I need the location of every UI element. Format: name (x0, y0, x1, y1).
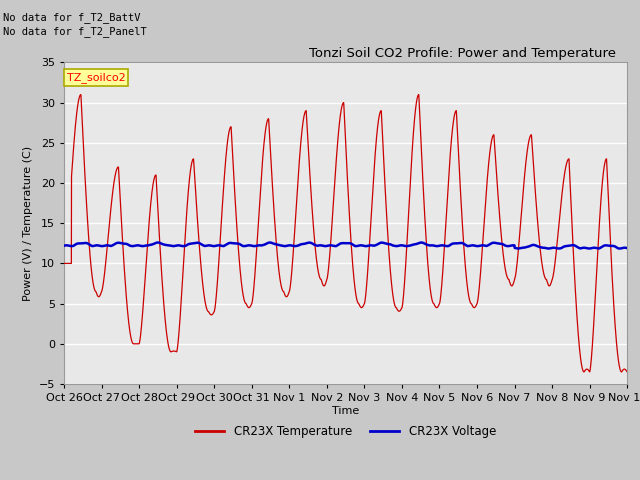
Text: No data for f_T2_BattV: No data for f_T2_BattV (3, 12, 141, 23)
Y-axis label: Power (V) / Temperature (C): Power (V) / Temperature (C) (23, 145, 33, 301)
X-axis label: Time: Time (332, 406, 359, 416)
Text: No data for f_T2_PanelT: No data for f_T2_PanelT (3, 26, 147, 37)
Text: Tonzi Soil CO2 Profile: Power and Temperature: Tonzi Soil CO2 Profile: Power and Temper… (309, 47, 616, 60)
Text: TZ_soilco2: TZ_soilco2 (67, 72, 125, 83)
Legend: CR23X Temperature, CR23X Voltage: CR23X Temperature, CR23X Voltage (190, 420, 501, 443)
